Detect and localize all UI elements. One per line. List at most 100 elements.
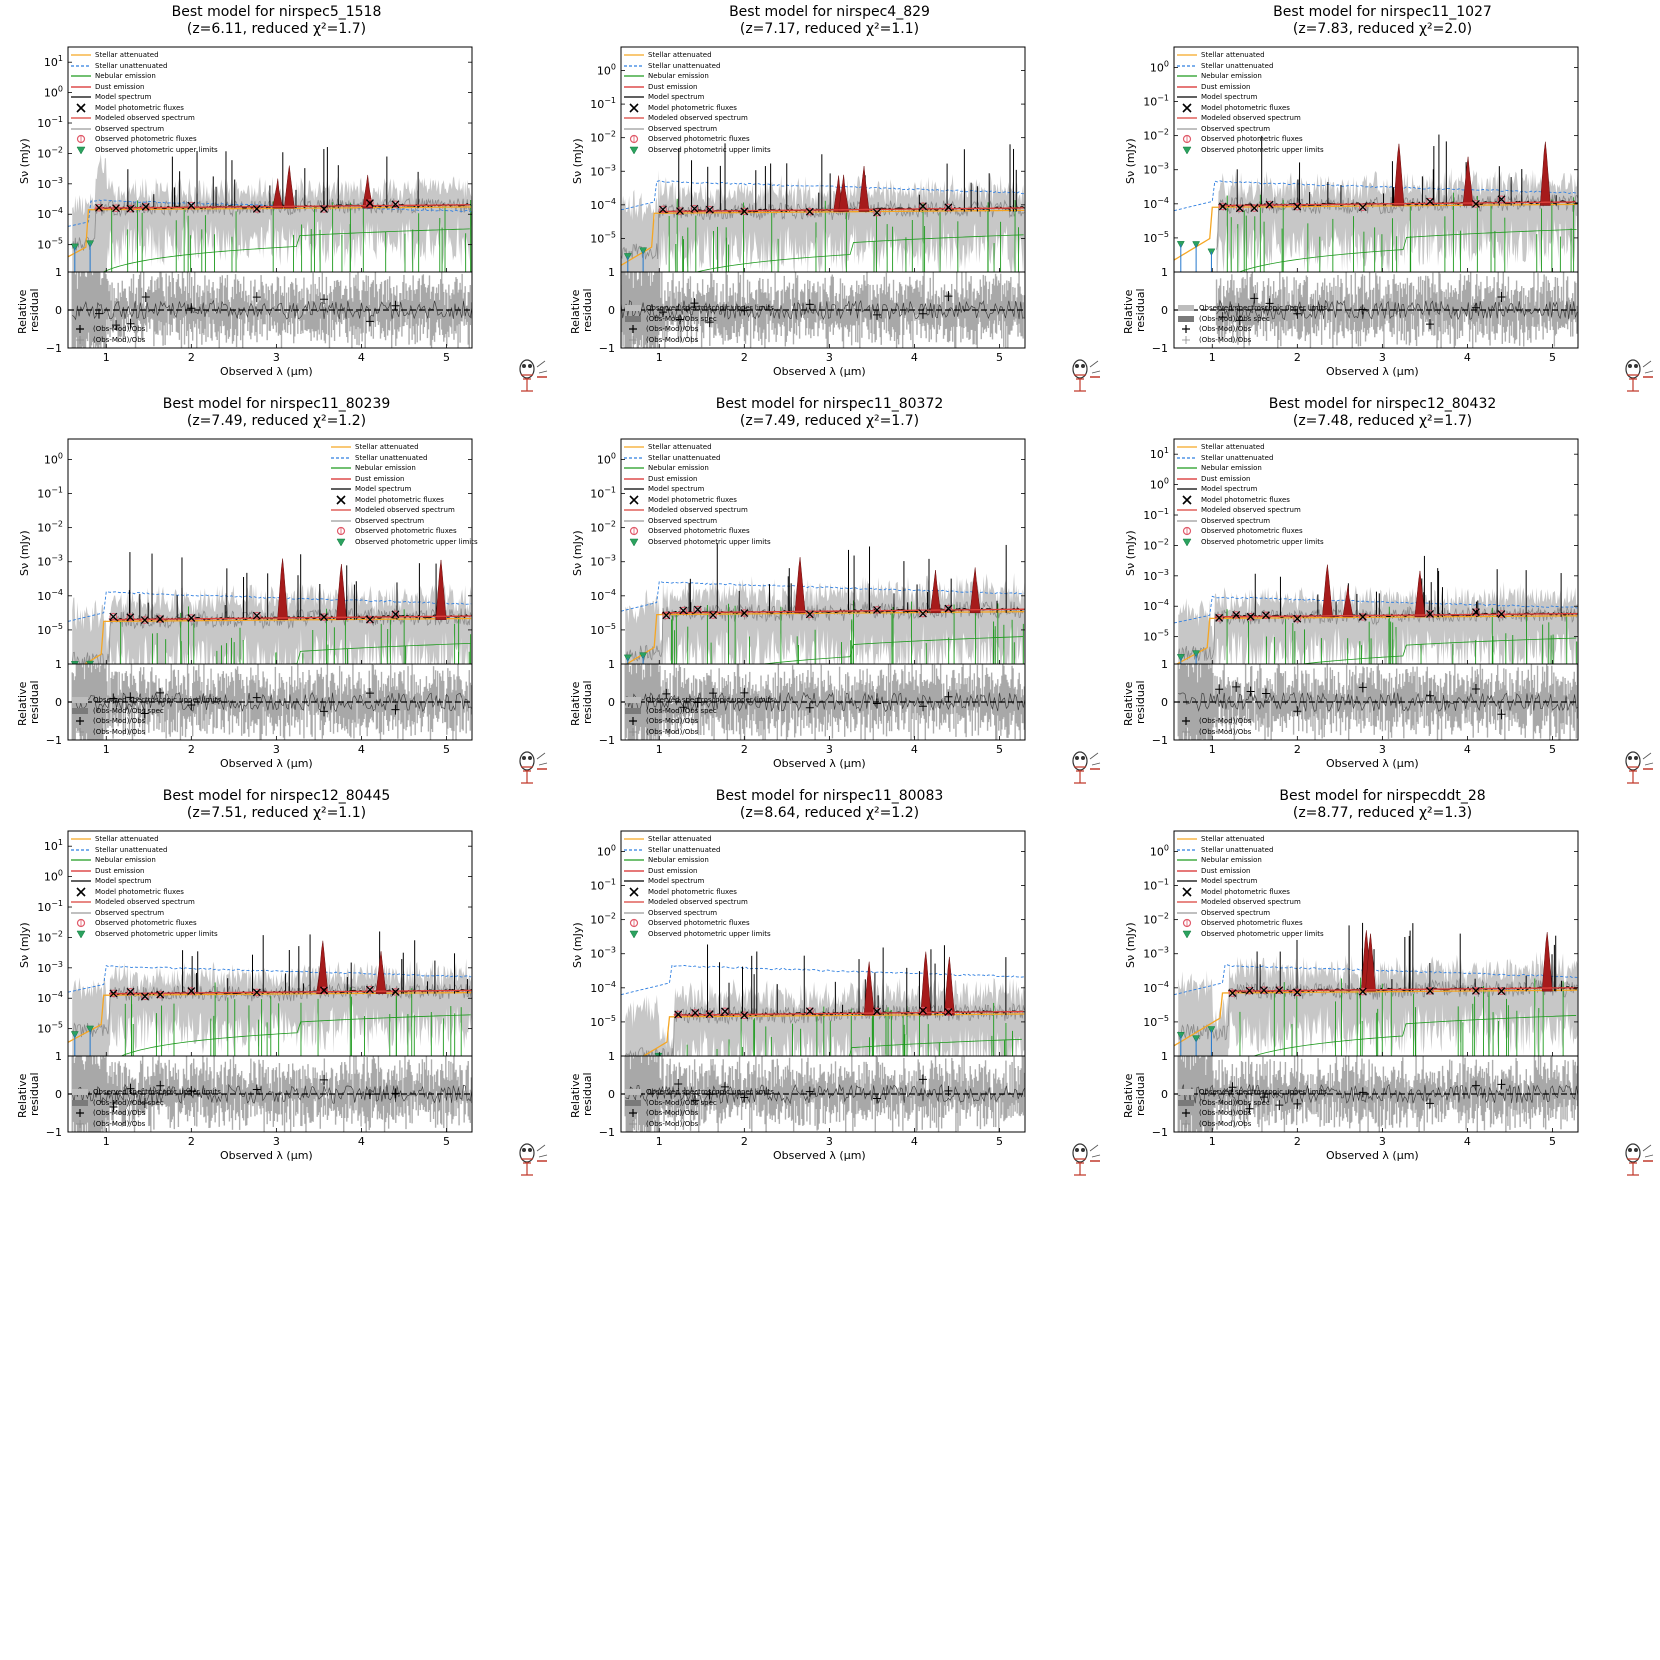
legend-entry: Observed photometric upper limits bbox=[1176, 145, 1324, 156]
observed-photometric-flux bbox=[1236, 204, 1244, 213]
model-photometric-flux bbox=[873, 605, 881, 614]
legend-label: Modeled observed spectrum bbox=[648, 114, 748, 122]
photometric-residual-marker bbox=[873, 309, 882, 320]
legend-label: Observed photometric upper limits bbox=[1201, 145, 1324, 154]
panel-title-line1: Best model for nirspec11_80372 bbox=[715, 396, 944, 412]
residual-legend-swatch bbox=[624, 304, 642, 312]
residual-y-label-2: residual bbox=[581, 1072, 594, 1116]
legend-swatch bbox=[1176, 50, 1198, 60]
y-tick-label: 10−4 bbox=[1143, 196, 1169, 211]
panel-title: Best model for nirspec5_1518 (z=6.11, red… bbox=[0, 4, 553, 38]
residual-y-label-2: residual bbox=[1134, 288, 1147, 332]
observed-photometric-flux bbox=[1218, 202, 1227, 211]
legend-entry: Nebular emission bbox=[1176, 71, 1324, 82]
photometric-residual-marker bbox=[156, 1080, 165, 1091]
x-axis-label: Observed λ (μm) bbox=[773, 757, 866, 770]
y-tick-label: 10−3 bbox=[590, 554, 616, 569]
y-tick-label: 10−2 bbox=[590, 520, 616, 535]
residual-legend-swatch bbox=[71, 707, 89, 715]
y-tick-label: 10−5 bbox=[1143, 629, 1169, 644]
model-photometric-flux bbox=[95, 203, 103, 212]
legend-swatch bbox=[70, 61, 92, 71]
legend-entry: Dust emission bbox=[1176, 82, 1324, 93]
legend-entry: Observed spectrum bbox=[1176, 516, 1324, 527]
res-y-tick-label: −1 bbox=[1152, 342, 1168, 355]
legend-entry: Observed spectrum bbox=[1176, 124, 1324, 135]
y-tick-label: 101 bbox=[44, 838, 63, 853]
legend-label: Observed photometric fluxes bbox=[355, 527, 457, 535]
legend-swatch bbox=[623, 484, 645, 494]
legend-entry: Stellar attenuated bbox=[330, 442, 478, 453]
observed-photometric-flux bbox=[156, 990, 165, 999]
observed-spectrum-band bbox=[1216, 167, 1578, 272]
residual-plot-area bbox=[71, 272, 472, 348]
legend-entry: Model photometric fluxes bbox=[623, 103, 771, 114]
legend-swatch bbox=[623, 453, 645, 463]
x-tick-label: 5 bbox=[996, 1135, 1003, 1148]
y-tick-label: 10−1 bbox=[37, 899, 63, 914]
legend-entry: Observed spectrum bbox=[623, 124, 771, 135]
observed-photometric-flux bbox=[721, 1007, 729, 1016]
x-tick-label: 3 bbox=[826, 1135, 833, 1148]
y-tick-label: 10−3 bbox=[590, 946, 616, 961]
legend-label: Observed photometric upper limits bbox=[648, 929, 771, 938]
photometric-residual-marker bbox=[141, 291, 150, 302]
modeled-observed-peak bbox=[1462, 156, 1474, 206]
observed-photometric-flux bbox=[873, 208, 881, 217]
photometric-residual-marker bbox=[320, 706, 329, 717]
residual-legend-label: (Obs-Mod)/Obs spec bbox=[646, 1098, 717, 1107]
residual-legend: Observed spectroscopic upper limits (Obs-… bbox=[624, 303, 774, 345]
panel-title-line2: (z=7.49, reduced χ²=1.7) bbox=[739, 413, 920, 429]
observed-photometric-flux bbox=[873, 606, 881, 614]
photometric-residual-marker bbox=[1497, 709, 1506, 720]
legend-swatch bbox=[1176, 103, 1198, 113]
photometric-residual-marker bbox=[391, 300, 400, 311]
main-plot-area bbox=[68, 931, 472, 1056]
x-tick-label: 1 bbox=[103, 1135, 110, 1148]
residual-legend-entry: (Obs-Mod)/Obs bbox=[1177, 716, 1251, 727]
legend-label: Stellar unattenuated bbox=[355, 453, 428, 462]
residual-legend-label: (Obs-Mod)/Obs bbox=[646, 1119, 699, 1128]
residual-legend: (Obs-Mod)/Obs (Obs-Mod)/Obs bbox=[1177, 716, 1251, 737]
legend-swatch bbox=[70, 145, 92, 155]
photometric-residual-marker bbox=[709, 688, 718, 699]
legend-label: Stellar attenuated bbox=[1201, 443, 1265, 451]
x-tick-label: 1 bbox=[103, 351, 110, 364]
residual-legend-label: (Obs-Mod)/Obs bbox=[646, 335, 699, 344]
observed-photometric-flux bbox=[740, 1011, 749, 1020]
modeled-observed-spectrum-line bbox=[1228, 987, 1578, 992]
observed-photometric-flux bbox=[141, 203, 150, 211]
residual-legend-swatch bbox=[624, 1119, 642, 1128]
residual-legend-entry: (Obs-Mod)/Obs bbox=[624, 1119, 774, 1130]
model-photometric-flux bbox=[1497, 987, 1506, 996]
y-tick-label: 10−1 bbox=[590, 96, 616, 111]
y-tick-label: 10−3 bbox=[37, 176, 63, 191]
observed-photometric-flux bbox=[690, 204, 699, 213]
stellar-unattenuated-line bbox=[1174, 595, 1578, 624]
observed-photometric-flux bbox=[1262, 611, 1270, 620]
photometric-residual-marker bbox=[1471, 683, 1480, 694]
observed-photometric-flux bbox=[806, 610, 814, 619]
legend-entry: Modeled observed spectrum bbox=[1176, 113, 1324, 124]
legend-swatch bbox=[623, 929, 645, 939]
y-tick-label: 10−2 bbox=[37, 929, 63, 944]
observed-photometric-flux bbox=[679, 606, 688, 615]
legend-label: Observed photometric fluxes bbox=[648, 135, 750, 143]
photometric-residual-marker bbox=[1218, 312, 1227, 323]
legend-label: Dust emission bbox=[648, 866, 698, 875]
legend-label: Dust emission bbox=[648, 474, 698, 483]
observed-photometric-flux bbox=[156, 615, 164, 623]
modeled-observed-peak bbox=[277, 558, 288, 620]
y-tick-label: 10−5 bbox=[590, 1014, 616, 1029]
modeled-observed-spectrum-line bbox=[673, 1010, 1024, 1016]
legend-swatch bbox=[70, 103, 92, 113]
legend-entry: Observed photometric upper limits bbox=[623, 145, 771, 156]
nebular-continuum-line bbox=[848, 1038, 1022, 1056]
legend-label: Stellar unattenuated bbox=[95, 61, 168, 70]
model-photometric-flux bbox=[320, 986, 328, 995]
legend-swatch bbox=[623, 61, 645, 71]
observed-photometric-flux bbox=[806, 207, 814, 216]
legend-swatch bbox=[1176, 124, 1198, 134]
residual-legend-swatch bbox=[71, 1109, 89, 1118]
